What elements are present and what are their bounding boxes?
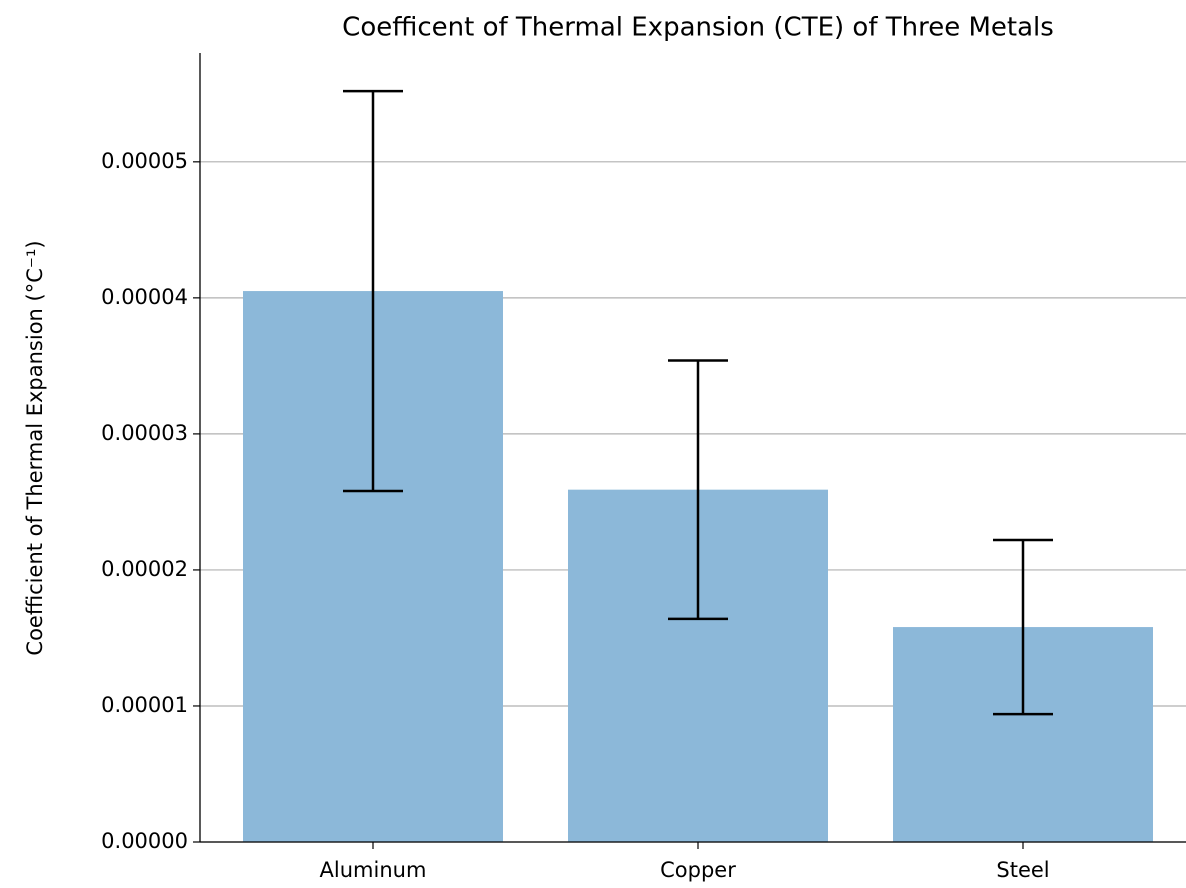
y-tick-label: 0.00002 — [101, 557, 188, 581]
error-bar — [668, 359, 728, 621]
y-axis-label: Coefficient of Thermal Expansion (°C⁻¹) — [23, 240, 47, 655]
chart-title: Coefficent of Thermal Expansion (CTE) of… — [342, 13, 1054, 43]
y-tick-label: 0.00005 — [101, 149, 188, 173]
error-bar — [343, 89, 403, 493]
y-tick-label: 0.00001 — [101, 693, 188, 717]
x-tick-label: Steel — [996, 858, 1049, 882]
x-tick-label: Aluminum — [320, 858, 427, 882]
error-bar — [993, 538, 1053, 716]
x-tick-label: Copper — [660, 858, 736, 882]
y-tick-label: 0.00003 — [101, 421, 188, 445]
y-tick-label: 0.00000 — [101, 829, 188, 853]
y-tick-label: 0.00004 — [101, 285, 188, 309]
